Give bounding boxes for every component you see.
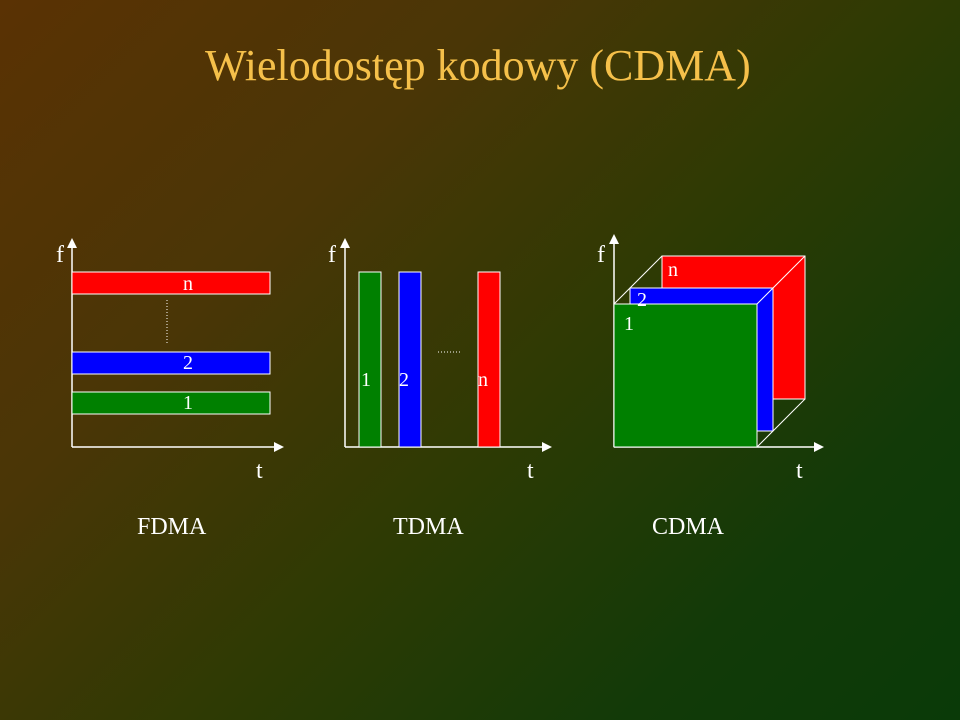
fdma-panel: f t n 2 1 FDMA: [56, 238, 284, 540]
fdma-caption: FDMA: [137, 514, 207, 540]
tdma-slot-n-label: n: [478, 369, 488, 391]
tdma-slot-1: [358, 271, 382, 448]
fdma-band-1-label: 1: [183, 392, 193, 414]
tdma-slot-2-label: 2: [399, 369, 409, 391]
tdma-panel: f t 1 2 n TDMA: [328, 238, 552, 540]
tdma-f-label: f: [328, 242, 336, 268]
cdma-f-label: f: [597, 242, 605, 268]
cdma-code-2-label: 2: [637, 289, 647, 311]
cdma-panel: f t n 2 1 CDMA: [597, 234, 824, 540]
tdma-slot-2: [398, 271, 422, 448]
fdma-f-label: f: [56, 242, 64, 268]
fdma-band-n: [71, 271, 271, 295]
fdma-band-1: [71, 391, 271, 415]
fdma-band-2-label: 2: [183, 352, 193, 374]
tdma-caption: TDMA: [393, 514, 464, 540]
cdma-code-1: [613, 303, 758, 448]
tdma-slot-1-label: 1: [361, 369, 371, 391]
tdma-slot-n: [477, 271, 501, 448]
cdma-t-label: t: [796, 458, 803, 484]
cdma-edge-top-right: [756, 255, 806, 305]
cdma-code-n-label: n: [668, 259, 678, 281]
fdma-t-label: t: [256, 458, 263, 484]
slide-title: Wielodostęp kodowy (CDMA): [205, 41, 751, 90]
tdma-t-label: t: [527, 458, 534, 484]
cdma-edge-top-left: [613, 255, 663, 305]
cdma-code-1-label: 1: [624, 313, 634, 335]
fdma-band-n-label: n: [183, 273, 193, 295]
cdma-caption: CDMA: [652, 514, 725, 540]
cdma-edge-bottom-right: [756, 398, 806, 448]
fdma-band-2: [71, 351, 271, 375]
